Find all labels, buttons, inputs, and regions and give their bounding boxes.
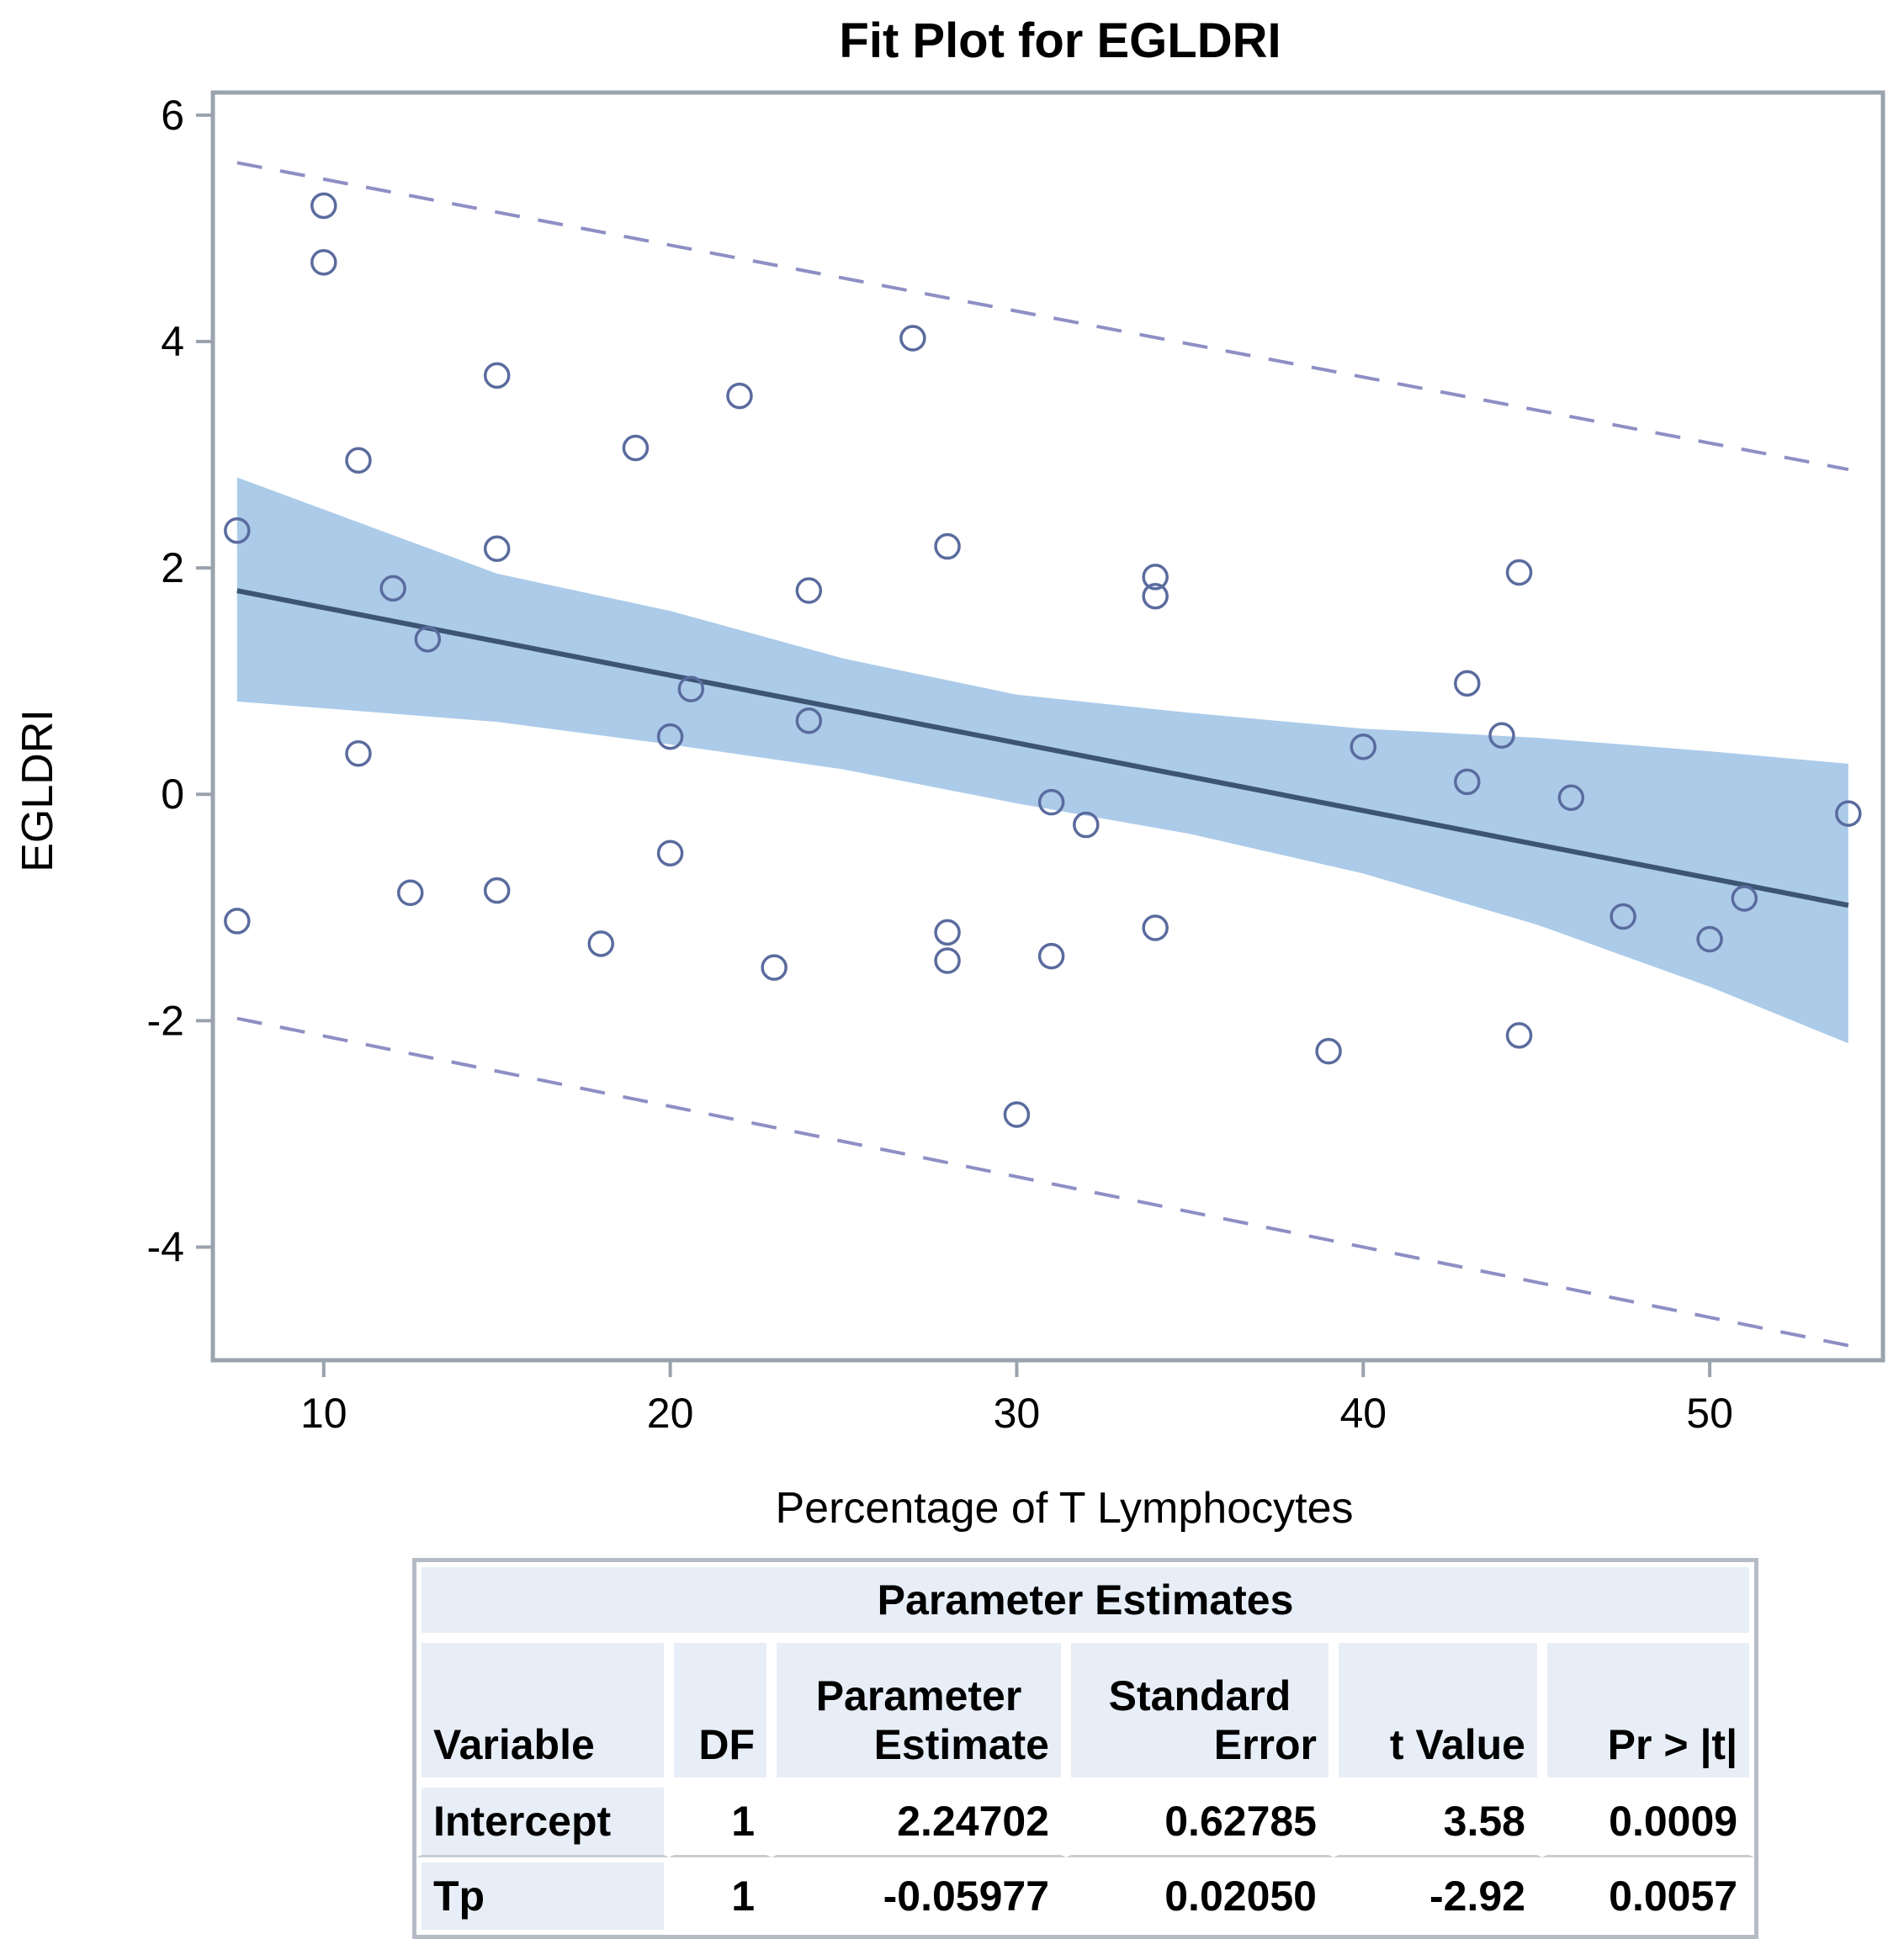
header-variable: Variable (416, 1638, 669, 1783)
data-point (1003, 1101, 1031, 1128)
data-point (1037, 788, 1065, 816)
data-point (1454, 768, 1481, 796)
confidence-band (236, 477, 1848, 1044)
y-tick-label: -2 (147, 997, 184, 1044)
data-point (1350, 733, 1377, 760)
data-point (587, 930, 614, 957)
header-standard-error: Standard Error (1066, 1638, 1334, 1783)
y-tick-label: 6 (161, 92, 184, 139)
fit-plot: Fit Plot for EGLDRI 10 20 30 40 50 -4 -2 0 2 4 6 P… (13, 13, 1885, 1533)
x-tick-label: 30 (994, 1390, 1041, 1437)
data-point (379, 575, 406, 602)
plot-area (224, 161, 1862, 1348)
data-point (795, 577, 823, 604)
data-point (795, 707, 823, 734)
prediction-limit-upper (236, 161, 1849, 472)
axes: 10 20 30 40 50 -4 -2 0 2 4 6 (147, 90, 1885, 1437)
y-tick-label: 2 (161, 544, 184, 591)
data-point (414, 626, 442, 653)
data-point (1696, 925, 1723, 953)
chart-title: Fit Plot for EGLDRI (839, 13, 1281, 68)
data-point (310, 249, 337, 276)
y-tick-label: -4 (147, 1223, 184, 1270)
data-point (1610, 903, 1636, 930)
data-point (1454, 670, 1481, 697)
header-standard-error-line2: Error (1213, 1720, 1317, 1768)
data-point (1835, 800, 1862, 827)
x-tick-label: 10 (300, 1390, 347, 1437)
data-point (345, 447, 372, 474)
data-point (1505, 559, 1533, 586)
data-point (1557, 784, 1585, 812)
header-parameter-estimate-line1: Parameter (815, 1672, 1022, 1719)
plot-frame (210, 90, 1885, 1363)
header-t-value: t Value (1334, 1638, 1542, 1783)
y-axis-label: EGLDRI (13, 709, 62, 872)
table-caption: Parameter Estimates (416, 1562, 1755, 1638)
data-point (224, 908, 251, 935)
header-parameter-estimate-line2: Estimate (873, 1720, 1049, 1768)
data-point (310, 192, 337, 220)
cell-tvalue: -2.92 (1334, 1857, 1542, 1935)
cell-df: 1 (669, 1857, 772, 1935)
data-point (1505, 1022, 1533, 1049)
table-row: Tp 1 -0.05977 0.02050 -2.92 0.0057 (416, 1857, 1755, 1935)
data-point (1142, 583, 1169, 610)
data-point (934, 947, 961, 974)
x-tick-label: 50 (1686, 1390, 1733, 1437)
data-point (483, 535, 511, 563)
cell-stderr: 0.02050 (1066, 1857, 1334, 1935)
data-point (656, 840, 684, 866)
data-point (1488, 722, 1515, 750)
header-p-value: Pr > |t| (1542, 1638, 1755, 1783)
cell-variable: Tp (416, 1857, 669, 1935)
y-tick-label: 4 (161, 318, 184, 365)
cell-stderr: 0.62785 (1066, 1783, 1334, 1857)
data-point (656, 723, 684, 750)
parameter-estimates-table: Parameter Estimates Variable DF Paramete… (412, 1558, 1759, 1939)
prediction-limit-lower (236, 1016, 1849, 1348)
data-point (1142, 564, 1169, 591)
data-point (1315, 1037, 1342, 1065)
cell-estimate: 2.24702 (772, 1783, 1066, 1857)
data-point (1142, 914, 1169, 941)
x-tick-label: 20 (647, 1390, 694, 1437)
data-point (622, 434, 650, 462)
data-point (483, 877, 511, 904)
data-point (1037, 942, 1065, 970)
data-point (396, 879, 424, 907)
data-point (761, 954, 788, 981)
header-parameter-estimate: Parameter Estimate (772, 1638, 1066, 1783)
data-point (726, 382, 753, 410)
cell-pvalue: 0.0057 (1542, 1857, 1755, 1935)
cell-tvalue: 3.58 (1334, 1783, 1542, 1857)
x-axis-label: Percentage of T Lymphocytes (776, 1484, 1354, 1533)
fit-line (236, 588, 1849, 909)
data-point (345, 740, 372, 767)
data-point (483, 362, 511, 389)
x-tick-label: 40 (1339, 1390, 1387, 1437)
data-point (1073, 811, 1100, 839)
data-point (224, 517, 251, 544)
cell-df: 1 (669, 1783, 772, 1857)
data-point (934, 919, 961, 946)
header-df: DF (669, 1638, 772, 1783)
data-point (677, 675, 705, 702)
cell-estimate: -0.05977 (772, 1857, 1066, 1935)
data-point (1731, 885, 1758, 912)
table-row: Intercept 1 2.24702 0.62785 3.58 0.0009 (416, 1783, 1755, 1857)
header-standard-error-line1: Standard (1108, 1672, 1291, 1719)
y-tick-label: 0 (161, 771, 184, 818)
cell-pvalue: 0.0009 (1542, 1783, 1755, 1857)
data-point (899, 325, 926, 352)
cell-variable: Intercept (416, 1783, 669, 1857)
data-point (934, 532, 961, 560)
